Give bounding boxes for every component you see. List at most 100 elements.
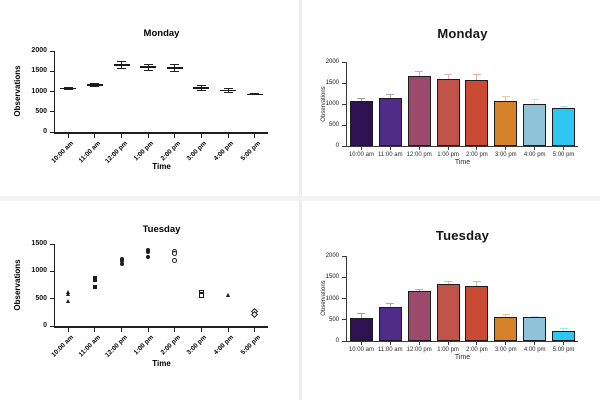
y-axis xyxy=(346,62,347,147)
bar xyxy=(465,80,489,146)
error-cap-top xyxy=(63,86,73,88)
x-tick-label: 2:00 pm xyxy=(466,152,488,158)
x-tick xyxy=(227,327,229,332)
x-tick xyxy=(447,147,449,150)
bar-error-whisker xyxy=(563,328,565,332)
x-tick xyxy=(534,342,536,345)
chart-title-tuesday-scatter: Tuesday xyxy=(142,224,181,235)
marker-circle-filled-icon xyxy=(146,249,151,254)
y-tick-label: 1500 xyxy=(31,240,47,247)
y-tick-label: 2000 xyxy=(325,253,339,259)
y-tick xyxy=(49,111,54,113)
bar xyxy=(349,317,373,341)
y-tick xyxy=(342,124,346,126)
error-cap-bottom xyxy=(143,69,153,71)
y-tick-label: 1500 xyxy=(325,274,339,281)
y-tick xyxy=(342,319,346,321)
y-axis xyxy=(53,244,55,328)
x-tick xyxy=(200,327,202,332)
y-tick-label: 1000 xyxy=(325,295,339,302)
x-tick-label: 12:00 pm xyxy=(406,152,432,158)
x-tick-label: 11:00 am xyxy=(378,152,403,158)
bar-error-cap xyxy=(444,281,453,282)
y-tick-label: 1500 xyxy=(325,80,339,86)
y-tick xyxy=(342,145,346,147)
x-tick xyxy=(360,342,362,345)
x-tick xyxy=(418,147,420,150)
x-tick xyxy=(174,327,176,332)
bar-error-cap xyxy=(386,303,395,305)
x-tick xyxy=(67,133,69,138)
bar-error-whisker xyxy=(389,303,391,307)
x-tick xyxy=(447,342,449,345)
x-tick xyxy=(389,147,391,150)
x-tick xyxy=(476,342,478,345)
bar-error-cap xyxy=(415,71,424,73)
x-tick-label: 3:00 pm xyxy=(494,152,517,158)
x-tick xyxy=(67,327,69,332)
x-tick xyxy=(389,342,391,345)
x-tick xyxy=(121,133,123,138)
bar-error-cap xyxy=(559,328,568,330)
y-tick-label: 1000 xyxy=(31,267,47,275)
bar-error-whisker xyxy=(360,98,362,101)
bar-error-whisker xyxy=(505,96,507,101)
x-tick xyxy=(254,327,256,332)
x-tick xyxy=(563,147,565,150)
marker-circle-filled-icon xyxy=(119,258,124,263)
x-tick-label: 1:00 pm xyxy=(437,347,459,353)
y-tick xyxy=(49,298,54,300)
y-axis xyxy=(346,256,347,342)
bar-error-cap xyxy=(501,314,510,316)
x-tick xyxy=(418,342,420,345)
bar-error-whisker xyxy=(447,74,449,79)
x-axis-label-tuesday-bars: Time xyxy=(454,354,471,361)
marker-circle-filled-icon xyxy=(146,254,151,259)
mean-line xyxy=(193,87,210,89)
y-tick xyxy=(342,82,346,84)
y-tick xyxy=(342,103,346,105)
x-axis-label-monday-error: Time xyxy=(152,162,171,171)
x-axis xyxy=(346,146,578,147)
chart-title-tuesday-bars: Tuesday xyxy=(435,228,490,243)
mean-line xyxy=(86,84,103,86)
bar-error-whisker xyxy=(447,281,449,285)
bar xyxy=(349,100,373,146)
bar-error-whisker xyxy=(476,74,478,81)
x-tick-label: 3:00 pm xyxy=(494,347,517,353)
y-tick xyxy=(49,325,54,327)
mean-line xyxy=(60,87,77,89)
bar xyxy=(378,307,402,341)
marker-circle-open-icon xyxy=(172,258,178,264)
y-tick-label: 1000 xyxy=(31,87,47,95)
bar xyxy=(436,78,460,146)
bar-error-whisker xyxy=(476,281,478,287)
x-tick xyxy=(147,133,149,138)
error-cap-top xyxy=(170,63,180,65)
bar-error-cap xyxy=(472,280,481,282)
error-cap-bottom xyxy=(90,86,100,88)
bar-error-whisker xyxy=(505,314,507,317)
y-tick xyxy=(49,70,54,72)
bar xyxy=(436,284,460,341)
marker-circle-filled-icon xyxy=(119,262,124,267)
marker-triangle-filled-icon xyxy=(65,299,70,304)
x-tick xyxy=(200,133,202,138)
y-tick-label: 500 xyxy=(35,107,47,115)
mean-line xyxy=(246,93,263,96)
bar-error-whisker xyxy=(389,94,391,98)
bar-error-cap xyxy=(415,289,424,291)
x-tick xyxy=(476,147,478,150)
error-cap-top xyxy=(223,88,233,90)
x-tick xyxy=(534,147,536,150)
x-tick-label: 11:00 am xyxy=(378,347,403,353)
error-cap-bottom xyxy=(117,68,127,70)
x-axis-label-tuesday-scatter: Time xyxy=(152,359,171,368)
error-cap-top xyxy=(196,85,206,87)
bar-error-cap xyxy=(559,106,568,108)
y-tick-label: 2000 xyxy=(31,47,47,54)
bar xyxy=(407,291,431,341)
bar-error-cap xyxy=(357,98,366,100)
bar-error-whisker xyxy=(534,99,536,104)
x-axis xyxy=(53,326,268,328)
